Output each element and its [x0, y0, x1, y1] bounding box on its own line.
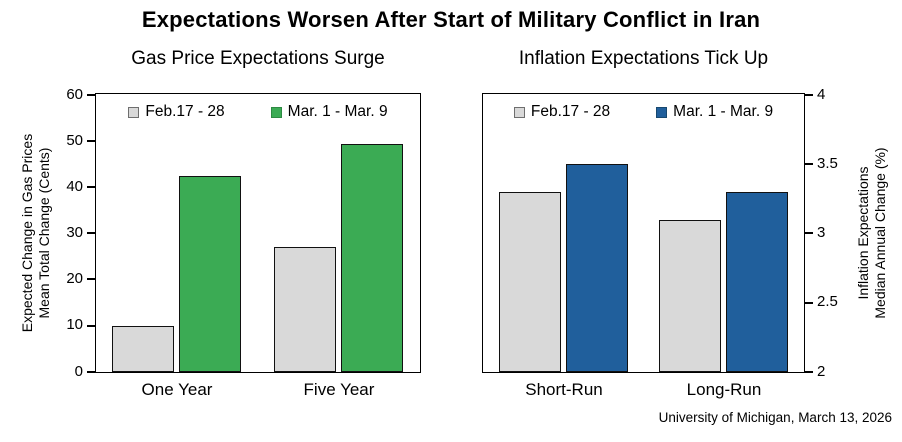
axis-tick-label: 50 — [66, 132, 83, 149]
bar-inflation-short-run-s1 — [566, 164, 628, 372]
axis-tick-label: 30 — [66, 224, 83, 241]
axis-tick-mark — [87, 186, 95, 188]
legend-label: Mar. 1 - Mar. 9 — [673, 103, 774, 120]
legend-gas: Feb.17 - 28 Mar. 1 - Mar. 9 — [96, 103, 420, 121]
figure-title: Expectations Worsen After Start of Milit… — [141, 7, 761, 32]
axis-tick-label: 60 — [66, 86, 83, 103]
axis-tick-label: 2.5 — [817, 293, 838, 310]
category-label: One Year — [141, 380, 213, 399]
y-axis-label-line: Mean Total Change (Cents) — [36, 147, 52, 319]
bar-inflation-short-run-s0 — [499, 192, 561, 372]
legend-swatch-icon — [270, 106, 282, 118]
source-attribution: University of Michigan, March 13, 2026 — [658, 410, 892, 425]
bar-inflation-long-run-s1 — [726, 192, 788, 372]
axis-tick-label: 2 — [817, 363, 826, 380]
legend-item: Mar. 1 - Mar. 9 — [270, 103, 388, 121]
axis-tick-label: 4 — [817, 86, 826, 103]
category-label: Long-Run — [686, 380, 762, 399]
axis-tick-mark — [805, 371, 813, 373]
axis-tick-label: 40 — [66, 178, 83, 195]
y-axis-label-inflation: Inflation Expectations Median Annual Chan… — [855, 93, 889, 373]
category-label: Short-Run — [525, 380, 603, 399]
axis-tick-label: 3.5 — [817, 155, 838, 172]
legend-item: Feb.17 - 28 — [513, 103, 611, 121]
legend-label: Feb.17 - 28 — [530, 103, 611, 120]
y-axis-label-line: Expected Change in Gas Prices — [19, 133, 35, 333]
plot-area-inflation: Feb.17 - 28 Mar. 1 - Mar. 9 — [482, 93, 805, 373]
legend-item: Mar. 1 - Mar. 9 — [656, 103, 773, 121]
axis-tick-mark — [87, 325, 95, 327]
y-axis-label-gas: Expected Change in Gas Prices Mean Total … — [19, 93, 53, 373]
chart-subtitle-inflation: Inflation Expectations Tick Up — [518, 48, 769, 69]
y-axis-label-line: Inflation Expectations — [855, 166, 871, 300]
legend-item: Feb.17 - 28 — [128, 103, 225, 121]
chart-subtitle-gas: Gas Price Expectations Surge — [131, 48, 385, 69]
legend-swatch-icon — [128, 106, 140, 118]
category-label: Five Year — [303, 380, 375, 399]
legend-inflation: Feb.17 - 28 Mar. 1 - Mar. 9 — [483, 103, 804, 121]
legend-label: Feb.17 - 28 — [145, 103, 225, 120]
axis-tick-mark — [87, 371, 95, 373]
bar-gas-five-year-s1 — [341, 144, 403, 372]
axis-tick-mark — [87, 278, 95, 280]
axis-tick-label: 10 — [66, 316, 83, 333]
plot-area-gas: Feb.17 - 28 Mar. 1 - Mar. 9 — [95, 93, 421, 373]
legend-swatch-icon — [656, 106, 668, 118]
axis-tick-label: 3 — [817, 224, 826, 241]
axis-tick-mark — [805, 94, 813, 96]
bar-gas-five-year-s0 — [274, 247, 336, 372]
axis-tick-mark — [87, 140, 95, 142]
axis-tick-mark — [87, 94, 95, 96]
axis-tick-mark — [805, 302, 813, 304]
y-axis-label-line: Median Annual Change (%) — [872, 147, 888, 319]
legend-swatch-icon — [513, 106, 525, 118]
bar-gas-one-year-s1 — [179, 176, 241, 372]
legend-label: Mar. 1 - Mar. 9 — [287, 103, 388, 120]
axis-tick-mark — [805, 163, 813, 165]
axis-tick-label: 0 — [74, 363, 83, 380]
axis-tick-mark — [805, 232, 813, 234]
axis-tick-label: 20 — [66, 270, 83, 287]
bar-gas-one-year-s0 — [112, 326, 174, 372]
axis-tick-mark — [87, 232, 95, 234]
bar-inflation-long-run-s0 — [659, 220, 721, 372]
